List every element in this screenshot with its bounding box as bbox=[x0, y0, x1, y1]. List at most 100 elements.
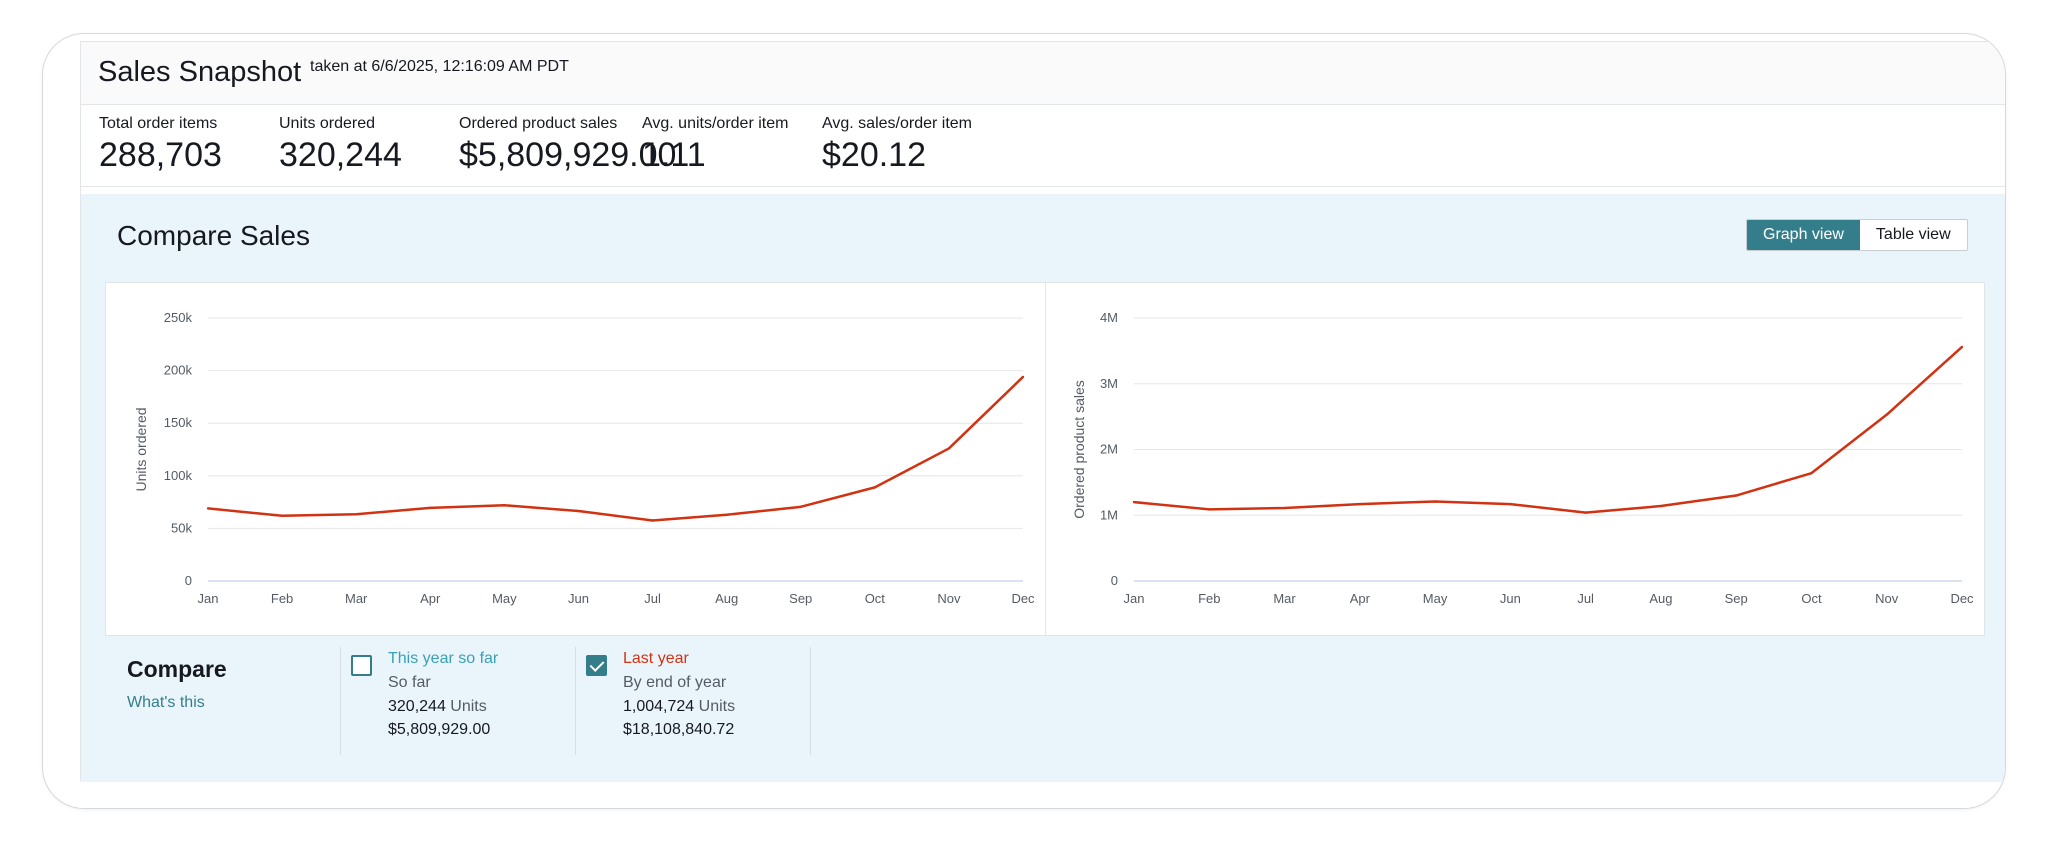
metric-value: $20.12 bbox=[822, 136, 926, 174]
ordered-product-sales-chart: 0 1M 2M 3M 4M Jan Feb Mar Apr May Jun Jul Aug Sep Oct N… bbox=[1071, 310, 1974, 606]
data-point bbox=[947, 447, 951, 450]
snapshot-timestamp: taken at 6/6/2025, 12:16:09 AM PDT bbox=[310, 58, 569, 75]
x-tick-label: Jul bbox=[644, 591, 661, 606]
data-point bbox=[651, 519, 654, 522]
metric-value: 288,703 bbox=[99, 136, 222, 174]
data-point bbox=[1021, 375, 1025, 379]
metric-label: Avg. units/order item bbox=[642, 115, 789, 132]
y-tick-label: 50k bbox=[171, 520, 192, 535]
option-sales: $18,108,840.72 bbox=[623, 721, 735, 738]
data-point bbox=[206, 507, 210, 510]
option-units: 320,244 Units bbox=[388, 698, 487, 716]
units-label: Units bbox=[450, 698, 487, 715]
metric-label: Total order items bbox=[99, 115, 218, 132]
data-point bbox=[1734, 494, 1738, 497]
metric-value: 320,244 bbox=[279, 136, 402, 174]
x-tick-label: Apr bbox=[420, 591, 441, 606]
metric-value: $5,809,929.00 bbox=[459, 136, 677, 174]
last-year-checkbox[interactable] bbox=[586, 655, 607, 676]
x-tick-label: Oct bbox=[1801, 591, 1822, 606]
x-tick-label: Apr bbox=[1350, 591, 1371, 606]
x-tick-label: Oct bbox=[865, 591, 886, 606]
units-value: 320,244 bbox=[388, 698, 446, 715]
data-point bbox=[577, 509, 580, 513]
data-point bbox=[1659, 504, 1663, 508]
y-axis-label: Units ordered bbox=[133, 407, 149, 491]
option-name[interactable]: Last year bbox=[623, 650, 689, 667]
data-point bbox=[1132, 500, 1136, 504]
table-view-button[interactable]: Table view bbox=[1875, 226, 1951, 243]
snapshot-header: Sales Snapshot taken at 6/6/2025, 12:16:… bbox=[81, 42, 2005, 105]
x-tick-label: Sep bbox=[789, 591, 812, 606]
y-tick-label: 2M bbox=[1100, 442, 1118, 457]
series-line-last-year bbox=[207, 376, 1024, 522]
data-point bbox=[1208, 508, 1211, 511]
x-tick-label: May bbox=[1423, 591, 1448, 606]
page-title: Sales Snapshot bbox=[98, 56, 302, 88]
whats-this-link[interactable]: What's this bbox=[127, 694, 205, 711]
x-tick-label: Sep bbox=[1725, 591, 1748, 606]
metric-total-order-items: Total order items 288,703 bbox=[99, 115, 222, 175]
units-ordered-chart: 0 50k 100k 150k 200k 250k Jan Feb Mar Apr May Jun Ju… bbox=[133, 310, 1035, 606]
y-tick-label: 200k bbox=[164, 363, 193, 378]
sales-snapshot-card: Sales Snapshot taken at 6/6/2025, 12:16:… bbox=[80, 41, 2005, 782]
data-point bbox=[1283, 506, 1286, 510]
graph-view-button[interactable]: Graph view bbox=[1747, 220, 1860, 250]
data-point bbox=[1960, 345, 1964, 349]
x-tick-label: Aug bbox=[1649, 591, 1672, 606]
units-value: 1,004,724 bbox=[623, 698, 695, 715]
y-tick-label: 1M bbox=[1100, 507, 1118, 522]
x-tick-label: May bbox=[492, 591, 517, 606]
data-point bbox=[1509, 502, 1512, 506]
data-point bbox=[429, 506, 432, 510]
data-point bbox=[1810, 471, 1813, 475]
data-point bbox=[503, 504, 506, 507]
data-point bbox=[1433, 500, 1437, 503]
metric-label: Avg. sales/order item bbox=[822, 115, 972, 132]
this-year-checkbox[interactable] bbox=[351, 655, 372, 676]
x-tick-label: Feb bbox=[1198, 591, 1220, 606]
option-subtitle: So far bbox=[388, 674, 431, 691]
option-units: 1,004,724 Units bbox=[623, 698, 735, 716]
metrics-row: Total order items 288,703 Units ordered … bbox=[81, 105, 2005, 187]
y-axis-label: Ordered product sales bbox=[1071, 380, 1087, 519]
compare-sales-title: Compare Sales bbox=[117, 220, 310, 251]
option-subtitle: By end of year bbox=[623, 674, 727, 691]
y-tick-label: 100k bbox=[164, 468, 193, 483]
metric-avg-sales-per-order-item: Avg. sales/order item $20.12 bbox=[822, 115, 972, 175]
x-tick-label: Mar bbox=[345, 591, 368, 606]
metric-ordered-product-sales: Ordered product sales $5,809,929.00 bbox=[459, 115, 676, 175]
x-tick-label: Jan bbox=[198, 591, 219, 606]
window-frame: Sales Snapshot taken at 6/6/2025, 12:16:… bbox=[42, 33, 2006, 809]
data-point bbox=[1584, 511, 1587, 514]
option-sales: $5,809,929.00 bbox=[388, 721, 491, 738]
x-tick-label: Dec bbox=[1011, 591, 1035, 606]
data-point bbox=[280, 514, 284, 517]
y-tick-label: 4M bbox=[1100, 310, 1118, 325]
units-label: Units bbox=[698, 698, 736, 715]
metric-units-ordered: Units ordered 320,244 bbox=[279, 115, 402, 175]
series-line-last-year bbox=[1133, 346, 1963, 514]
y-tick-label: 150k bbox=[164, 415, 193, 430]
data-point bbox=[873, 486, 877, 489]
data-point bbox=[799, 505, 802, 509]
compare-option-last-year: Last year By end of year 1,004,724 Units… bbox=[575, 647, 811, 755]
compare-sales-panel: Compare Sales Graph view Table view 0 50k… bbox=[81, 194, 2005, 782]
chart-divider bbox=[1045, 283, 1046, 635]
compare-title: Compare bbox=[127, 656, 227, 682]
y-tick-label: 250k bbox=[164, 310, 193, 325]
metric-avg-units-per-order-item: Avg. units/order item 1.11 bbox=[642, 115, 788, 175]
x-tick-label: Feb bbox=[271, 591, 293, 606]
compare-option-this-year: This year so far So far 320,244 Units $5… bbox=[340, 647, 576, 755]
data-point bbox=[1885, 413, 1888, 416]
data-point bbox=[1358, 502, 1362, 506]
metric-label: Units ordered bbox=[279, 115, 376, 132]
y-tick-label: 3M bbox=[1100, 376, 1118, 391]
option-name[interactable]: This year so far bbox=[388, 650, 499, 667]
metric-label: Ordered product sales bbox=[459, 115, 618, 132]
x-tick-label: Jun bbox=[1500, 591, 1521, 606]
data-point bbox=[725, 513, 728, 516]
charts-container: 0 50k 100k 150k 200k 250k Jan Feb Mar Apr May Jun Ju… bbox=[105, 282, 1985, 636]
view-toggle: Graph view Table view bbox=[1746, 219, 1968, 251]
y-tick-label: 0 bbox=[185, 573, 192, 588]
